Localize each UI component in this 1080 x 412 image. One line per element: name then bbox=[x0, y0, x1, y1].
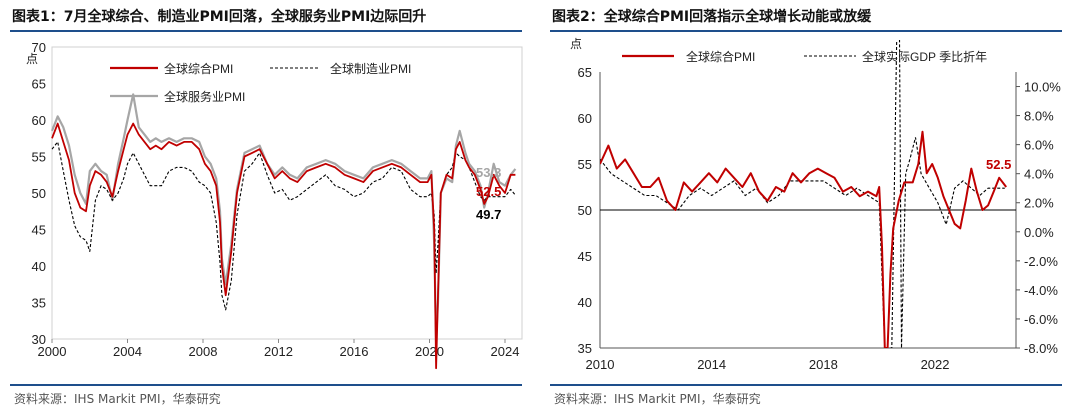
y-right-tick-label: 10.0% bbox=[1024, 80, 1061, 95]
footer-divider bbox=[10, 384, 522, 386]
y-left-tick-label: 35 bbox=[578, 341, 592, 356]
y-axis-label: 点 bbox=[26, 52, 38, 66]
global-pmi-chart: 30 35 40 45 50 55 60 65 70 2000 2004 2008 2012 2016 20… bbox=[26, 40, 523, 370]
y-tick-label: 65 bbox=[32, 77, 46, 92]
legend-label: 全球制造业PMI bbox=[330, 61, 411, 76]
y-right-tick-label: 8.0% bbox=[1024, 109, 1054, 124]
x-tick-label: 2018 bbox=[809, 357, 838, 372]
composite-pmi-line bbox=[51, 122, 516, 370]
x-tick-label: 2000 bbox=[38, 344, 67, 359]
y-right-tick-label: 0.0% bbox=[1024, 225, 1054, 240]
x-tick-label: 2022 bbox=[921, 357, 950, 372]
y-left-tick-label: 55 bbox=[578, 157, 592, 172]
y-tick-label: 70 bbox=[32, 40, 46, 55]
y-tick-label: 45 bbox=[32, 223, 46, 238]
chart-panel-2: 图表2：全球综合PMI回落指示全球增长动能或放缓 35 40 45 50 55 60 65 1… bbox=[540, 0, 1080, 412]
y-tick-label: 50 bbox=[32, 186, 46, 201]
chart-title: 图表2：全球综合PMI回落指示全球增长动能或放缓 bbox=[552, 9, 872, 25]
services-pmi-line bbox=[50, 93, 517, 341]
gdp-growth-line bbox=[600, 40, 1005, 348]
legend-label: 全球综合PMI bbox=[686, 49, 755, 64]
x-tick-label: 2016 bbox=[340, 344, 369, 359]
legend-label: 全球服务业PMI bbox=[164, 89, 245, 104]
y-right-tick-label: -6.0% bbox=[1024, 312, 1058, 327]
manufacturing-pmi-line bbox=[51, 141, 516, 311]
y-tick-label: 55 bbox=[32, 150, 46, 165]
end-value-label: 52.5 bbox=[476, 184, 501, 199]
chart-title: 图表1：7月全球综合、制造业PMI回落，全球服务业PMI边际回升 bbox=[12, 9, 427, 25]
title-divider bbox=[10, 30, 522, 32]
y-right-tick-label: 6.0% bbox=[1024, 138, 1054, 153]
x-tick-label: 2010 bbox=[586, 357, 615, 372]
y-left-tick-label: 50 bbox=[578, 203, 592, 218]
y-right-tick-label: -8.0% bbox=[1024, 341, 1058, 356]
plot-area bbox=[51, 46, 523, 340]
source-note: 资料来源：IHS Markit PMI，华泰研究 bbox=[14, 392, 221, 406]
end-value-label: 53.3 bbox=[476, 165, 501, 180]
y-tick-label: 40 bbox=[32, 259, 46, 274]
y-left-tick-label: 40 bbox=[578, 295, 592, 310]
footer-divider bbox=[550, 384, 1062, 386]
x-tick-label: 2012 bbox=[264, 344, 293, 359]
x-tick-label: 2008 bbox=[189, 344, 218, 359]
y-tick-label: 60 bbox=[32, 113, 46, 128]
x-tick-label: 2014 bbox=[697, 357, 726, 372]
x-tick-label: 2020 bbox=[415, 344, 444, 359]
y-right-tick-label: 2.0% bbox=[1024, 196, 1054, 211]
y-axis-label: 点 bbox=[570, 37, 582, 51]
composite-pmi-line bbox=[600, 130, 1007, 348]
y-tick-label: 35 bbox=[32, 296, 46, 311]
x-tick-label: 2004 bbox=[113, 344, 142, 359]
y-left-tick-label: 65 bbox=[578, 65, 592, 80]
legend-label: 全球综合PMI bbox=[164, 61, 233, 76]
chart-panel-1: 图表1：7月全球综合、制造业PMI回落，全球服务业PMI边际回升 30 35 40 4… bbox=[10, 9, 523, 406]
y-right-tick-label: 4.0% bbox=[1024, 167, 1054, 182]
y-right-tick-label: -2.0% bbox=[1024, 254, 1058, 269]
legend-label: 全球实际GDP 季比折年 bbox=[862, 49, 987, 64]
y-tick-label: 30 bbox=[32, 332, 46, 347]
source-note: 资料来源：IHS Markit PMI，华泰研究 bbox=[554, 392, 761, 406]
end-value-label: 49.7 bbox=[476, 207, 501, 222]
y-left-tick-label: 45 bbox=[578, 249, 592, 264]
y-left-tick-label: 60 bbox=[578, 111, 592, 126]
pmi-vs-gdp-chart: 35 40 45 50 55 60 65 10.0% 8.0% 6.0% 4.0% 2.0% 0.0% -… bbox=[570, 37, 1061, 372]
y-right-tick-label: -4.0% bbox=[1024, 283, 1058, 298]
title-divider bbox=[550, 30, 1062, 32]
end-value-label: 52.5 bbox=[986, 157, 1011, 172]
x-tick-label: 2024 bbox=[491, 344, 520, 359]
